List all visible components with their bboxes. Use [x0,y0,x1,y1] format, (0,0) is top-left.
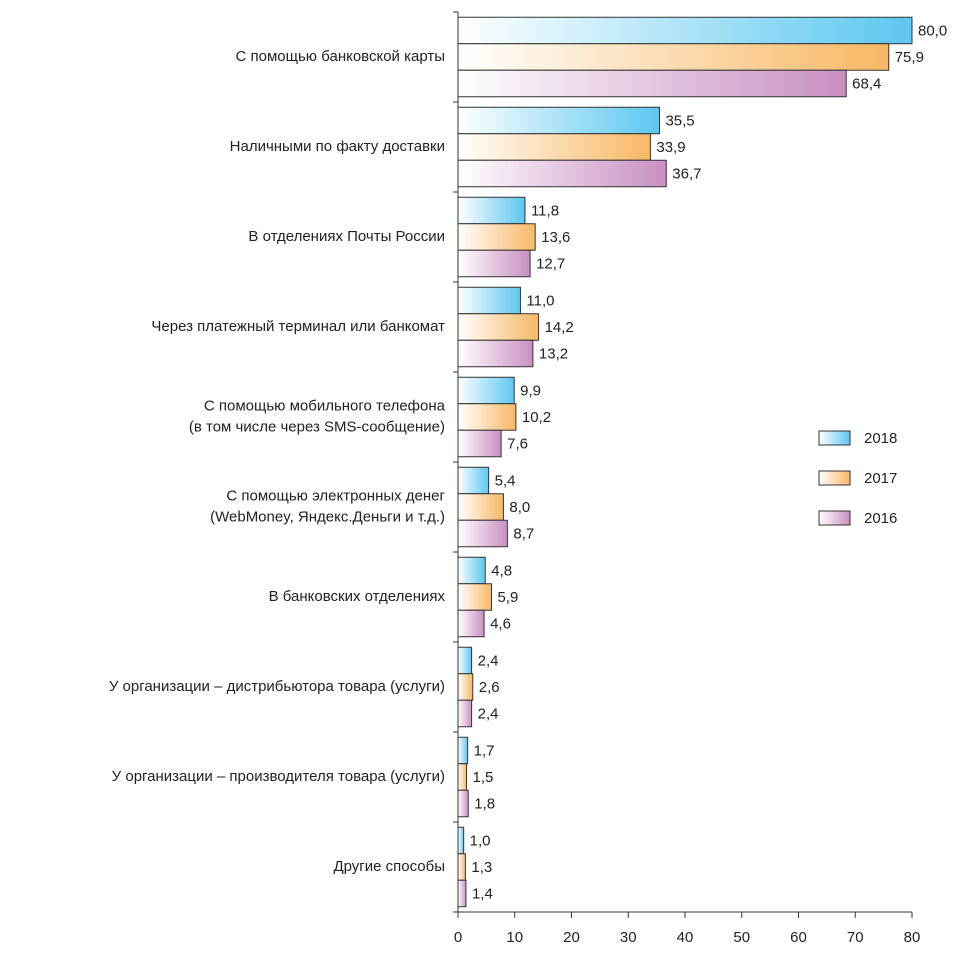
bar [457,789,469,818]
value-label: 5,9 [497,589,518,606]
value-label: 11,0 [526,292,554,309]
category-label: В банковских отделениях [269,588,446,605]
bar [457,43,890,71]
legend-label: 2017 [864,470,897,487]
value-label: 1,7 [474,742,495,759]
bar [457,403,517,431]
legend-swatch [818,470,851,486]
category-label: Другие способы [333,858,445,875]
bar [457,69,847,98]
category-label: (WebMoney, Яндекс.Деньги и т.д.) [210,508,445,525]
bar [457,763,468,791]
bar [457,826,465,855]
value-label: 5,4 [495,472,516,489]
x-tick-label: 10 [506,929,523,946]
value-label: 1,3 [471,859,492,876]
category-label: В отделениях Почты России [248,228,445,245]
value-label: 68,4 [852,75,881,92]
bar [457,493,504,521]
bar [457,699,473,728]
x-tick-label: 80 [904,929,921,946]
x-tick-label: 30 [620,929,637,946]
value-label: 9,9 [520,382,541,399]
legend-label: 2018 [864,430,897,447]
bar [457,339,534,368]
x-tick-label: 50 [733,929,750,946]
bar [457,879,467,908]
x-tick-label: 20 [563,929,580,946]
value-label: 35,5 [665,112,694,129]
bar [457,196,526,225]
legend-swatch [818,510,851,526]
category-label: Наличными по факту доставки [230,138,445,155]
bar [457,376,515,405]
bar [457,736,469,765]
bar [457,223,536,251]
category-label: С помощью банковской карты [236,48,445,65]
x-tick-label: 70 [847,929,864,946]
bar [457,249,531,278]
bar [457,673,474,701]
value-label: 1,4 [472,885,493,902]
x-tick-label: 40 [677,929,694,946]
value-label: 13,6 [541,229,570,246]
value-label: 4,8 [491,562,512,579]
bar [457,159,667,188]
value-label: 2,4 [478,652,499,669]
value-label: 12,7 [536,255,565,272]
value-label: 11,8 [531,202,559,219]
bar [457,16,913,45]
category-label: У организации – производителя товара (ус… [112,768,445,785]
x-tick-label: 0 [454,929,462,946]
bar [457,429,502,458]
bar [457,853,466,881]
bar [457,313,540,341]
value-label: 1,0 [470,832,491,849]
bar [457,106,660,135]
value-label: 10,2 [522,409,551,426]
bar [457,609,485,638]
value-label: 13,2 [539,345,568,362]
bar [457,466,490,495]
value-label: 2,6 [479,679,500,696]
bar [457,556,486,585]
bar [457,286,521,315]
category-label: (в том числе через SMS-сообщение) [189,418,445,435]
value-label: 1,5 [473,769,494,786]
value-label: 8,7 [513,525,534,542]
value-label: 75,9 [895,49,924,66]
bar [457,133,651,161]
value-label: 33,9 [656,139,685,156]
bar [457,646,473,675]
category-label: У организации – дистрибьютора товара (ус… [109,678,445,695]
value-label: 1,8 [474,795,495,812]
value-label: 80,0 [918,22,947,39]
category-label: С помощью электронных денег [226,487,445,504]
category-label: Через платежный терминал или банкомат [151,318,445,335]
value-label: 2,4 [478,705,499,722]
value-label: 36,7 [672,165,701,182]
bar [457,519,508,548]
value-label: 4,6 [490,615,511,632]
x-tick-label: 60 [790,929,807,946]
value-label: 7,6 [507,435,528,452]
bar [457,583,492,611]
legend-swatch [818,430,851,446]
value-label: 14,2 [545,319,574,336]
value-label: 8,0 [509,499,530,516]
category-label: С помощью мобильного телефона [204,397,446,414]
legend-label: 2016 [864,510,897,527]
